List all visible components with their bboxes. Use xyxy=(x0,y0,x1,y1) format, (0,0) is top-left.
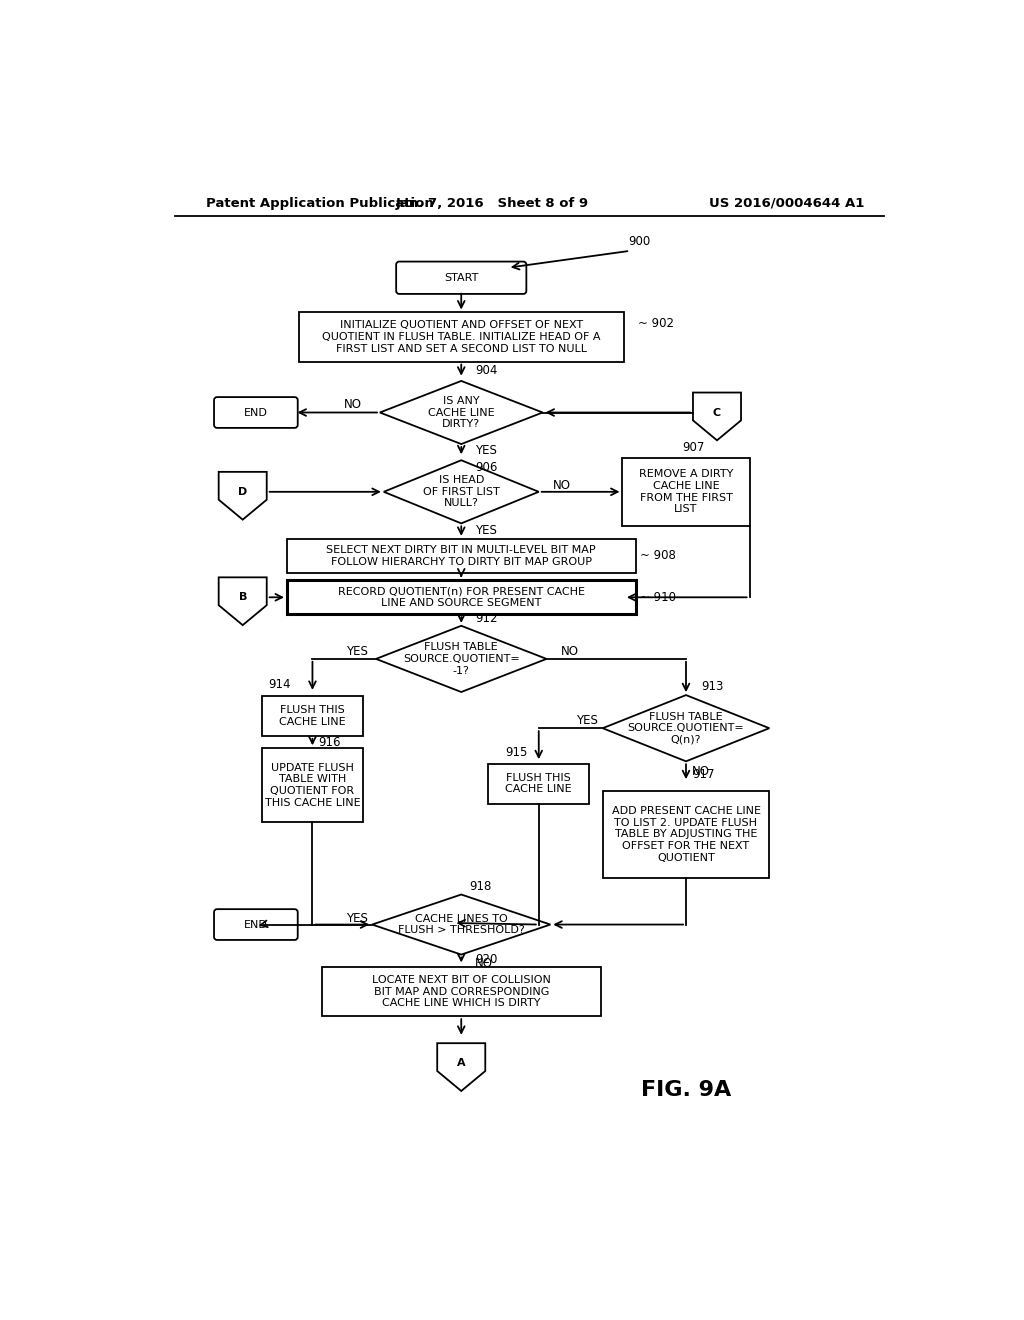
Text: NO: NO xyxy=(692,764,711,777)
Text: YES: YES xyxy=(475,445,497,458)
Text: 906: 906 xyxy=(475,461,498,474)
Text: SELECT NEXT DIRTY BIT IN MULTI-LEVEL BIT MAP
FOLLOW HIERARCHY TO DIRTY BIT MAP G: SELECT NEXT DIRTY BIT IN MULTI-LEVEL BIT… xyxy=(327,545,596,566)
Text: ~ 902: ~ 902 xyxy=(638,317,674,330)
Text: 900: 900 xyxy=(629,235,650,248)
Bar xyxy=(262,696,362,737)
Text: YES: YES xyxy=(575,714,598,727)
Polygon shape xyxy=(380,381,543,444)
FancyBboxPatch shape xyxy=(396,261,526,294)
Text: START: START xyxy=(444,273,478,282)
Text: INITIALIZE QUOTIENT AND OFFSET OF NEXT
QUOTIENT IN FLUSH TABLE. INITIALIZE HEAD : INITIALIZE QUOTIENT AND OFFSET OF NEXT Q… xyxy=(322,321,600,354)
Text: END: END xyxy=(244,408,268,417)
Text: 907: 907 xyxy=(682,441,705,454)
Text: REMOVE A DIRTY
CACHE LINE
FROM THE FIRST
LIST: REMOVE A DIRTY CACHE LINE FROM THE FIRST… xyxy=(639,470,733,515)
FancyBboxPatch shape xyxy=(214,397,298,428)
Polygon shape xyxy=(693,392,741,441)
Bar xyxy=(287,581,636,614)
Text: B: B xyxy=(239,593,247,602)
Text: C: C xyxy=(713,408,721,417)
Text: CACHE LINES TO
FLUSH > THRESHOLD?: CACHE LINES TO FLUSH > THRESHOLD? xyxy=(398,913,524,936)
Text: NO: NO xyxy=(475,957,494,970)
Polygon shape xyxy=(219,471,266,520)
Text: 920: 920 xyxy=(475,953,498,966)
Polygon shape xyxy=(376,626,547,692)
Text: Jan. 7, 2016   Sheet 8 of 9: Jan. 7, 2016 Sheet 8 of 9 xyxy=(395,197,589,210)
Polygon shape xyxy=(384,461,539,524)
Bar xyxy=(622,458,750,525)
Text: 913: 913 xyxy=(701,680,724,693)
Text: 916: 916 xyxy=(318,735,341,748)
Text: ~ 910: ~ 910 xyxy=(640,591,676,603)
Text: NO: NO xyxy=(553,479,570,492)
Text: UPDATE FLUSH
TABLE WITH
QUOTIENT FOR
THIS CACHE LINE: UPDATE FLUSH TABLE WITH QUOTIENT FOR THI… xyxy=(264,763,360,808)
Text: ADD PRESENT CACHE LINE
TO LIST 2. UPDATE FLUSH
TABLE BY ADJUSTING THE
OFFSET FOR: ADD PRESENT CACHE LINE TO LIST 2. UPDATE… xyxy=(611,807,761,863)
Bar xyxy=(287,539,636,573)
Text: 918: 918 xyxy=(469,879,492,892)
Text: FLUSH THIS
CACHE LINE: FLUSH THIS CACHE LINE xyxy=(280,705,346,727)
Text: IS HEAD
OF FIRST LIST
NULL?: IS HEAD OF FIRST LIST NULL? xyxy=(423,475,500,508)
Text: IS ANY
CACHE LINE
DIRTY?: IS ANY CACHE LINE DIRTY? xyxy=(428,396,495,429)
Bar xyxy=(322,966,601,1016)
Polygon shape xyxy=(603,696,769,762)
Text: YES: YES xyxy=(475,524,497,537)
Text: FLUSH THIS
CACHE LINE: FLUSH THIS CACHE LINE xyxy=(506,772,572,795)
Text: NO: NO xyxy=(344,399,361,412)
Text: LOCATE NEXT BIT OF COLLISION
BIT MAP AND CORRESPONDING
CACHE LINE WHICH IS DIRTY: LOCATE NEXT BIT OF COLLISION BIT MAP AND… xyxy=(372,975,551,1008)
Bar xyxy=(488,763,589,804)
Text: 904: 904 xyxy=(475,364,498,378)
Text: D: D xyxy=(238,487,248,496)
Text: 914: 914 xyxy=(268,677,291,690)
Text: YES: YES xyxy=(346,912,369,925)
Text: 912: 912 xyxy=(475,612,498,626)
Text: FLUSH TABLE
SOURCE.QUOTIENT=
-1?: FLUSH TABLE SOURCE.QUOTIENT= -1? xyxy=(402,643,519,676)
Text: ~ 908: ~ 908 xyxy=(640,549,676,562)
Text: FIG. 9A: FIG. 9A xyxy=(641,1080,731,1100)
Bar xyxy=(299,313,624,362)
Text: Patent Application Publication: Patent Application Publication xyxy=(206,197,433,210)
Bar xyxy=(262,748,362,822)
Text: YES: YES xyxy=(346,644,369,657)
Polygon shape xyxy=(372,895,550,954)
Polygon shape xyxy=(437,1043,485,1092)
Text: A: A xyxy=(457,1059,466,1068)
Text: NO: NO xyxy=(560,644,579,657)
Text: 915: 915 xyxy=(505,746,527,759)
FancyBboxPatch shape xyxy=(214,909,298,940)
Polygon shape xyxy=(219,577,266,626)
Text: END: END xyxy=(244,920,268,929)
Text: FLUSH TABLE
SOURCE.QUOTIENT=
Q(n)?: FLUSH TABLE SOURCE.QUOTIENT= Q(n)? xyxy=(628,711,744,744)
Bar xyxy=(603,792,769,878)
Text: US 2016/0004644 A1: US 2016/0004644 A1 xyxy=(709,197,864,210)
Text: 917: 917 xyxy=(692,768,715,781)
Text: RECORD QUOTIENT(n) FOR PRESENT CACHE
LINE AND SOURCE SEGMENT: RECORD QUOTIENT(n) FOR PRESENT CACHE LIN… xyxy=(338,586,585,609)
